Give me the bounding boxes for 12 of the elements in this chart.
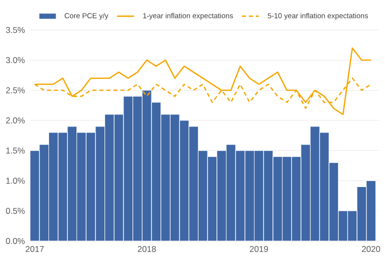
y-tick-label: 1.5% xyxy=(6,148,25,154)
x-tick-label: 2020 xyxy=(362,246,380,252)
y-tick-label: 3.0% xyxy=(6,57,25,64)
y-tick-label: 2.5% xyxy=(6,87,25,94)
y-tick-label: 0.0% xyxy=(6,238,25,244)
x-tick-label: 2018 xyxy=(138,246,156,252)
y-tick-label: 2.0% xyxy=(6,117,25,124)
x-tick-label: 2019 xyxy=(250,246,268,252)
y-tick-label: 3.5% xyxy=(6,27,25,33)
y-tick-label: 1.0% xyxy=(6,178,25,184)
x-tick-label: 2017 xyxy=(26,246,44,252)
y-tick-label: 0.5% xyxy=(6,208,25,214)
